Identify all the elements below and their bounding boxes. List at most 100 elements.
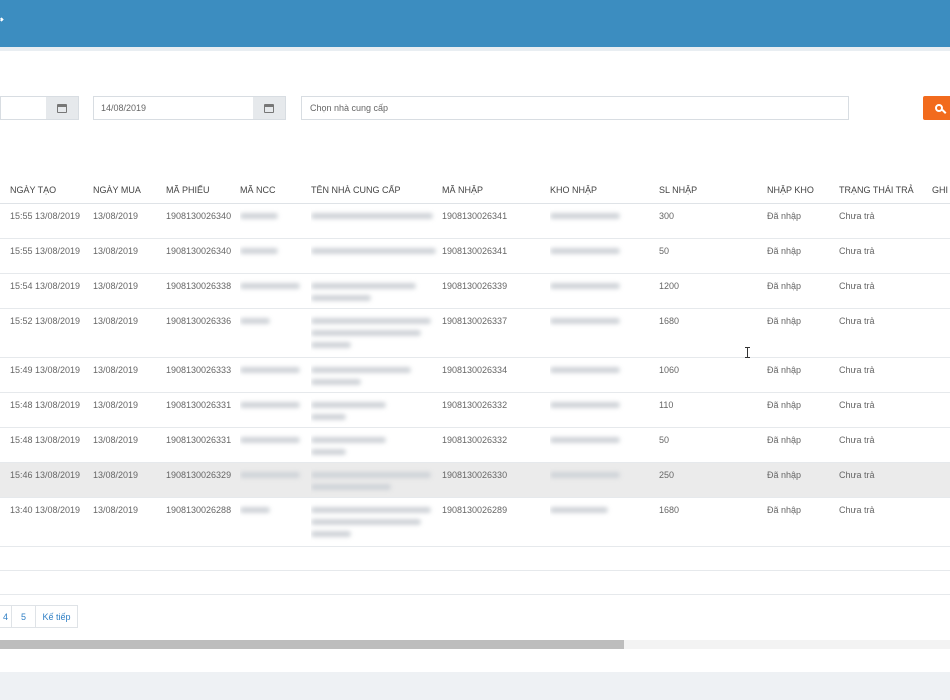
cell-qty: 1680 [659,308,767,358]
date-from-field[interactable] [0,96,79,120]
cell-buy-date: 13/08/2019 [93,238,166,274]
table-header-row: NGÀY TẠO NGÀY MUA MÃ PHIẾU MÃ NCC TÊN NH… [0,178,950,204]
cell-import-code: 1908130026337 [442,308,550,358]
cell-import-status-link[interactable]: Đã nhập [767,238,839,274]
cell-import-status-link[interactable]: Đã nhập [767,203,839,239]
header-shadow [0,47,950,51]
menu-chevron-icon[interactable] [0,17,4,22]
cell-pay-status: Chưa trả [839,357,932,393]
cell-slip: 1908130026333 [166,357,240,393]
cell-pay-status: Chưa trả [839,392,932,428]
cell-pay-status: Chưa trả [839,273,932,309]
col-supplier-code[interactable]: MÃ NCC [240,178,311,204]
cell-import-status-link[interactable]: Đã nhập [767,357,839,393]
cell-qty: 110 [659,392,767,428]
table-row[interactable]: 15:55 13/08/2019 13/08/2019 190813002634… [0,238,950,274]
table-row[interactable]: 15:54 13/08/2019 13/08/2019 190813002633… [0,273,950,309]
import-table: NGÀY TẠO NGÀY MUA MÃ PHIẾU MÃ NCC TÊN NH… [0,178,950,595]
col-import-code[interactable]: MÃ NHẬP [442,178,550,204]
cell-supplier-name-redacted [311,427,442,463]
cell-qty: 300 [659,203,767,239]
cell-supplier-code-redacted [240,462,311,498]
cell-qty: 250 [659,462,767,498]
cell-pay-status: Chưa trả [839,497,932,547]
cell-supplier-name-redacted [311,203,442,239]
cell-buy-date: 13/08/2019 [93,273,166,309]
page-5-button[interactable]: 5 [12,605,36,628]
cell-supplier-code-redacted [240,203,311,239]
date-to-field[interactable] [93,96,286,120]
cell-slip: 1908130026340 [166,238,240,274]
cell-import-code: 1908130026341 [442,203,550,239]
table-row[interactable]: 15:49 13/08/2019 13/08/2019 190813002633… [0,357,950,393]
table-empty-row [0,570,950,595]
cell-warehouse-redacted [550,497,659,547]
table-empty-row [0,546,950,571]
cell-warehouse-redacted [550,273,659,309]
cell-created: 15:48 13/08/2019 [10,427,93,463]
cell-supplier-code-redacted [240,357,311,393]
cell-import-code: 1908130026341 [442,238,550,274]
cell-slip: 1908130026331 [166,392,240,428]
page-4-button[interactable]: 4 [0,605,12,628]
cell-import-status-link[interactable]: Đã nhập [767,462,839,498]
scrollbar-thumb[interactable] [0,640,624,649]
cell-supplier-code-redacted [240,238,311,274]
cell-import-status-link[interactable]: Đã nhập [767,497,839,547]
cell-supplier-name-redacted [311,392,442,428]
cell-import-status-link[interactable]: Đã nhập [767,392,839,428]
cell-import-code: 1908130026334 [442,357,550,393]
cell-created: 15:46 13/08/2019 [10,462,93,498]
cell-supplier-code-redacted [240,427,311,463]
col-pay-status[interactable]: TRẠNG THÁI TRẢ [839,178,932,204]
cell-created: 15:49 13/08/2019 [10,357,93,393]
col-qty[interactable]: SL NHẬP [659,178,767,204]
col-warehouse[interactable]: KHO NHẬP [550,178,659,204]
cell-warehouse-redacted [550,357,659,393]
supplier-select[interactable]: Chọn nhà cung cấp [301,96,849,120]
col-buy-date[interactable]: NGÀY MUA [93,178,166,204]
table-row-highlighted[interactable]: 15:46 13/08/2019 13/08/2019 190813002632… [0,462,950,498]
table-row[interactable]: 15:52 13/08/2019 13/08/2019 190813002633… [0,308,950,358]
horizontal-scrollbar[interactable] [0,640,950,649]
search-icon [935,104,943,112]
cell-created: 15:54 13/08/2019 [10,273,93,309]
col-created[interactable]: NGÀY TẠO [10,178,93,204]
search-button[interactable] [923,96,950,120]
cell-buy-date: 13/08/2019 [93,308,166,358]
cell-import-status-link[interactable]: Đã nhập [767,427,839,463]
table-row[interactable]: 15:48 13/08/2019 13/08/2019 190813002633… [0,392,950,428]
next-page-button[interactable]: Kế tiếp [36,605,78,628]
cell-warehouse-redacted [550,308,659,358]
cell-import-status-link[interactable]: Đã nhập [767,308,839,358]
cell-pay-status: Chưa trả [839,203,932,239]
date-from-calendar-button[interactable] [46,97,78,119]
cell-import-code: 1908130026339 [442,273,550,309]
text-cursor-icon [745,347,750,358]
cell-import-code: 1908130026332 [442,392,550,428]
cell-warehouse-redacted [550,392,659,428]
table-row[interactable]: 15:48 13/08/2019 13/08/2019 190813002633… [0,427,950,463]
col-slip[interactable]: MÃ PHIẾU [166,178,240,204]
cell-buy-date: 13/08/2019 [93,427,166,463]
cell-slip: 1908130026336 [166,308,240,358]
cell-slip: 1908130026288 [166,497,240,547]
cell-qty: 1200 [659,273,767,309]
col-note[interactable]: GHI [932,178,950,204]
cell-qty: 50 [659,238,767,274]
cell-supplier-code-redacted [240,308,311,358]
cell-buy-date: 13/08/2019 [93,203,166,239]
cell-slip: 1908130026340 [166,203,240,239]
cell-supplier-name-redacted [311,462,442,498]
cell-import-code: 1908130026289 [442,497,550,547]
cell-supplier-name-redacted [311,308,442,358]
table-row[interactable]: 13:40 13/08/2019 13/08/2019 190813002628… [0,497,950,547]
col-import-status[interactable]: NHẬP KHO [767,178,839,204]
date-to-input[interactable] [94,97,285,119]
cell-slip: 1908130026329 [166,462,240,498]
table-row[interactable]: 15:55 13/08/2019 13/08/2019 190813002634… [0,203,950,239]
col-supplier-name[interactable]: TÊN NHÀ CUNG CẤP [311,178,442,204]
cell-buy-date: 13/08/2019 [93,462,166,498]
cell-import-status-link[interactable]: Đã nhập [767,273,839,309]
date-to-calendar-button[interactable] [253,97,285,119]
